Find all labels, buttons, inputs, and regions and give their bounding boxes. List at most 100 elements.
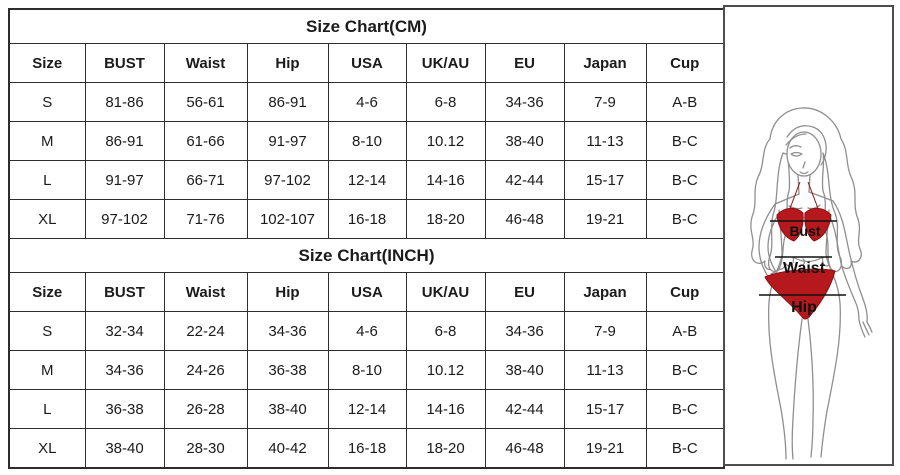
eyebrow [789, 145, 802, 149]
value-cell: 14-16 [405, 389, 486, 429]
column-header: Cup [645, 43, 725, 83]
value-cell: 34-36 [484, 311, 565, 351]
bikini-bottom [764, 268, 836, 320]
neck [797, 174, 811, 195]
value-cell: B-C [645, 121, 725, 161]
value-cell: B-C [645, 350, 725, 390]
section-title-row: Size Chart(INCH) [8, 238, 725, 273]
value-cell: 42-44 [484, 160, 565, 200]
left-arm-inner [767, 211, 781, 273]
right-arm-inner [827, 212, 860, 321]
value-cell: 7-9 [563, 82, 647, 122]
value-cell: 4-6 [327, 311, 407, 351]
section-title: Size Chart(CM) [8, 8, 725, 44]
column-header: USA [327, 272, 407, 312]
left-leg-inner [791, 318, 803, 460]
column-header: Japan [563, 272, 647, 312]
value-cell: 18-20 [405, 428, 486, 469]
value-cell: 34-36 [84, 350, 165, 390]
value-cell: 97-102 [246, 160, 329, 200]
value-cell: 7-9 [563, 311, 647, 351]
column-header: EU [484, 272, 565, 312]
column-header: Cup [645, 272, 725, 312]
size-cell: M [8, 350, 86, 390]
table-row: M 86-91 61-66 91-97 8-10 10.12 38-40 11-13 B-C [8, 121, 725, 161]
value-cell: 19-21 [563, 199, 647, 239]
value-cell: 40-42 [246, 428, 329, 469]
waist-label: Waist [783, 260, 826, 277]
bikini-top-left-cup [776, 207, 804, 242]
value-cell: 61-66 [163, 121, 248, 161]
value-cell: 46-48 [484, 428, 565, 469]
value-cell: 81-86 [84, 82, 165, 122]
eye [790, 151, 803, 157]
table-row: L 36-38 26-28 38-40 12-14 14-16 42-44 15-17 B-C [8, 389, 725, 429]
measurement-figure-panel: Bust Waist Hip [723, 5, 894, 466]
hip-label: Hip [791, 299, 817, 316]
value-cell: 56-61 [163, 82, 248, 122]
value-cell: 4-6 [327, 82, 407, 122]
value-cell: 91-97 [246, 121, 329, 161]
right-hand [858, 319, 873, 338]
size-chart-table: Size Chart(CM) Size BUST Waist Hip USA UK/AU EU… [8, 8, 725, 469]
value-cell: 14-16 [405, 160, 486, 200]
value-cell: 38-40 [484, 350, 565, 390]
value-cell: 26-28 [163, 389, 248, 429]
value-cell: 36-38 [84, 389, 165, 429]
value-cell: A-B [645, 82, 725, 122]
value-cell: 86-91 [246, 82, 329, 122]
value-cell: B-C [645, 428, 725, 469]
bikini-top-strap-left [788, 181, 801, 212]
size-cell: S [8, 82, 86, 122]
column-header: EU [484, 43, 565, 83]
column-header: Waist [163, 272, 248, 312]
right-arm [832, 200, 868, 323]
value-cell: B-C [645, 389, 725, 429]
left-arm [758, 203, 776, 279]
bikini-top-strap-right [807, 181, 820, 212]
value-cell: 91-97 [84, 160, 165, 200]
value-cell: 38-40 [84, 428, 165, 469]
column-header: Hip [246, 272, 329, 312]
value-cell: 8-10 [327, 350, 407, 390]
shoulders [774, 191, 834, 205]
value-cell: 16-18 [327, 199, 407, 239]
value-cell: 97-102 [84, 199, 165, 239]
value-cell: 24-26 [163, 350, 248, 390]
value-cell: 28-30 [163, 428, 248, 469]
size-chart-tbody: Size Chart(CM) Size BUST Waist Hip USA UK/AU EU… [8, 8, 725, 469]
value-cell: 16-18 [327, 428, 407, 469]
right-leg-inner [807, 318, 814, 458]
value-cell: 10.12 [405, 121, 486, 161]
value-cell: 11-13 [563, 121, 647, 161]
column-header: BUST [84, 272, 165, 312]
value-cell: 86-91 [84, 121, 165, 161]
value-cell: 38-40 [484, 121, 565, 161]
value-cell: 12-14 [327, 160, 407, 200]
bust-label: Bust [789, 223, 820, 239]
value-cell: 66-71 [163, 160, 248, 200]
value-cell: 34-36 [246, 311, 329, 351]
navel [802, 258, 806, 266]
table-row: S 32-34 22-24 34-36 4-6 6-8 34-36 7-9 A-B [8, 311, 725, 351]
column-header: Japan [563, 43, 647, 83]
value-cell: 102-107 [246, 199, 329, 239]
woman-measurement-figure: Bust Waist Hip [750, 107, 873, 460]
value-cell: 38-40 [246, 389, 329, 429]
value-cell: 18-20 [405, 199, 486, 239]
value-cell: 8-10 [327, 121, 407, 161]
size-cell: L [8, 160, 86, 200]
value-cell: 71-76 [163, 199, 248, 239]
value-cell: 32-34 [84, 311, 165, 351]
size-cell: XL [8, 199, 86, 239]
size-cell: XL [8, 428, 86, 469]
section-title-row: Size Chart(CM) [8, 8, 725, 44]
table-row: XL 97-102 71-76 102-107 16-18 18-20 46-48 19-21… [8, 199, 725, 239]
face [786, 131, 822, 177]
column-header: Waist [163, 43, 248, 83]
value-cell: 42-44 [484, 389, 565, 429]
size-cell: M [8, 121, 86, 161]
hips-right [832, 274, 841, 304]
column-header: UK/AU [405, 43, 486, 83]
value-cell: 22-24 [163, 311, 248, 351]
